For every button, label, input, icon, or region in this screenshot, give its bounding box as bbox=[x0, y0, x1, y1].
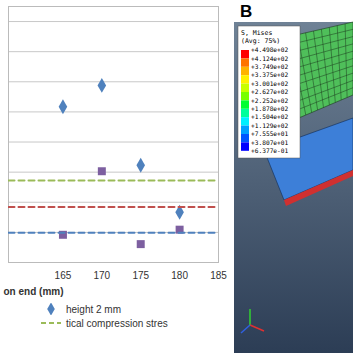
svg-text:+2.627e+02: +2.627e+02 bbox=[251, 88, 289, 95]
svg-text:170: 170 bbox=[93, 270, 110, 281]
svg-text:+7.555e+01: +7.555e+01 bbox=[251, 130, 289, 137]
svg-text:S, Mises: S, Mises bbox=[241, 29, 272, 37]
svg-text:+1.878e+02: +1.878e+02 bbox=[251, 105, 289, 112]
svg-text:165: 165 bbox=[55, 270, 72, 281]
svg-text:B: B bbox=[240, 2, 252, 21]
svg-text:+6.377e-01: +6.377e-01 bbox=[251, 147, 289, 154]
html-text:height 2 mm: height 2 mm bbox=[66, 303, 121, 315]
svg-text:185: 185 bbox=[210, 270, 227, 281]
svg-text:+3.001e+02: +3.001e+02 bbox=[251, 80, 289, 87]
html-text:tical compression stres: tical compression stres bbox=[66, 317, 168, 329]
svg-text:on end (mm): on end (mm) bbox=[4, 286, 64, 297]
svg-text:+4.124e+02: +4.124e+02 bbox=[251, 55, 289, 62]
svg-text:+3.375e+02: +3.375e+02 bbox=[251, 71, 289, 78]
svg-text:+2.252e+02: +2.252e+02 bbox=[251, 97, 289, 104]
svg-text:+3.807e+01: +3.807e+01 bbox=[251, 139, 289, 146]
svg-text:+1.129e+02: +1.129e+02 bbox=[251, 122, 289, 129]
svg-text:+4.498e+02: +4.498e+02 bbox=[251, 46, 289, 53]
svg-text:+3.749e+02: +3.749e+02 bbox=[251, 63, 289, 70]
svg-text:180: 180 bbox=[171, 270, 188, 281]
svg-text:(Avg: 75%): (Avg: 75%) bbox=[241, 37, 280, 45]
svg-text:+1.504e+02: +1.504e+02 bbox=[251, 113, 289, 120]
svg-text:175: 175 bbox=[132, 270, 149, 281]
